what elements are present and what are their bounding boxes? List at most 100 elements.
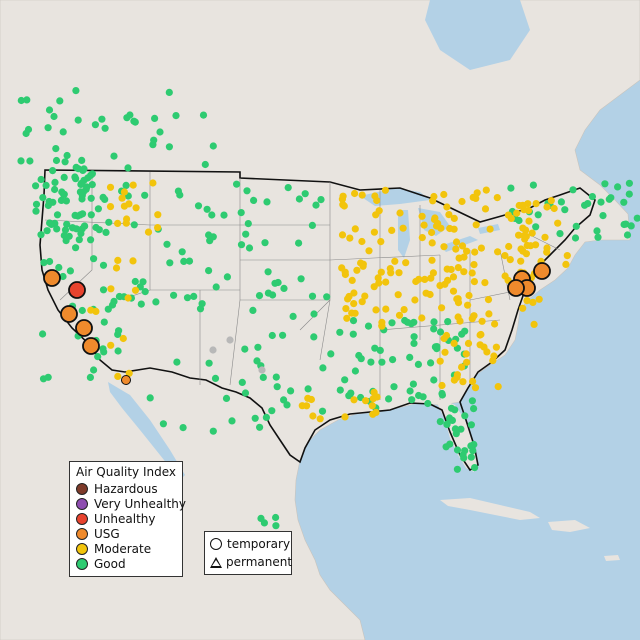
monitor-marker	[534, 211, 542, 219]
monitor-marker	[391, 257, 399, 265]
monitor-marker	[53, 225, 61, 233]
monitor-marker	[251, 414, 259, 422]
monitor-marker	[120, 202, 128, 210]
monitor-marker	[530, 320, 538, 328]
monitor-marker	[457, 425, 465, 433]
monitor-marker	[201, 160, 209, 169]
monitor-marker	[522, 232, 530, 241]
monitor-marker	[430, 318, 438, 326]
monitor-marker	[39, 194, 47, 202]
monitor-marker	[238, 378, 246, 386]
monitor-marker	[50, 112, 58, 121]
monitor-marker	[410, 333, 418, 341]
monitor-marker	[62, 237, 70, 245]
monitor-marker	[137, 300, 145, 308]
monitor-marker	[308, 292, 317, 300]
monitor-marker	[98, 115, 106, 123]
monitor-marker	[272, 513, 280, 522]
monitor-marker	[129, 257, 137, 265]
monitor-marker	[141, 191, 149, 199]
monitor-marker	[557, 198, 566, 206]
monitor-marker	[470, 405, 478, 413]
monitor-marker	[481, 205, 490, 213]
monitor-marker	[124, 164, 132, 172]
monitor-marker	[481, 279, 489, 287]
monitor-marker	[507, 184, 515, 192]
monitor-marker	[241, 345, 249, 353]
monitor-marker	[125, 369, 133, 377]
monitor-marker	[263, 198, 271, 206]
legend-label: USG	[94, 527, 120, 541]
monitor-marker	[627, 222, 635, 230]
monitor-marker	[74, 165, 82, 173]
monitor-marker	[86, 373, 94, 381]
monitor-marker	[442, 443, 450, 451]
monitor-marker	[261, 239, 269, 247]
monitor-marker	[355, 351, 363, 360]
monitor-marker	[395, 311, 404, 319]
monitor-marker	[222, 394, 231, 402]
monitor-marker	[241, 389, 250, 397]
monitor-marker	[309, 412, 317, 420]
monitor-marker	[95, 226, 103, 234]
monitor-marker	[91, 121, 99, 129]
monitor-marker	[381, 186, 389, 194]
monitor-marker	[350, 300, 358, 308]
hotspot-marker	[507, 279, 525, 297]
monitor-marker	[525, 217, 533, 225]
legend-label: Moderate	[94, 542, 152, 556]
monitor-marker	[428, 228, 436, 237]
legend-item-very-unhealthy: Very Unhealthy	[76, 497, 186, 511]
monitor-marker	[593, 227, 601, 235]
monitor-marker	[146, 394, 154, 402]
monitor-marker	[194, 202, 203, 210]
monitor-marker	[170, 291, 178, 299]
monitor-marker	[31, 182, 40, 190]
monitor-marker	[268, 407, 276, 415]
monitor-marker	[46, 257, 54, 266]
monitor-marker	[349, 317, 358, 325]
monitor-marker	[295, 239, 303, 247]
monitor-marker	[250, 196, 258, 204]
monitor-marker	[343, 314, 351, 322]
monitor-marker	[351, 309, 359, 317]
monitor-marker	[523, 241, 531, 250]
monitor-marker	[372, 306, 380, 314]
monitor-marker	[501, 252, 509, 260]
monitor-marker	[377, 268, 385, 276]
monitor-marker	[443, 203, 451, 211]
monitor-marker	[298, 402, 306, 410]
monitor-marker	[66, 267, 74, 275]
monitor-marker	[205, 359, 213, 367]
monitor-marker	[436, 328, 445, 336]
monitor-marker	[477, 330, 485, 339]
very-unhealthy-swatch	[76, 498, 88, 510]
monitor-marker	[307, 395, 315, 404]
monitor-marker	[543, 203, 551, 211]
monitor-marker	[494, 248, 502, 256]
monitor-marker	[365, 247, 373, 255]
monitor-marker	[233, 180, 241, 188]
monitor-marker	[118, 194, 126, 202]
monitor-marker	[122, 181, 130, 189]
monitor-marker	[256, 423, 264, 431]
monitor-marker	[428, 239, 436, 247]
monitor-marker	[279, 331, 287, 339]
monitor-marker	[179, 424, 187, 432]
monitor-marker	[183, 294, 192, 302]
monitor-marker	[71, 173, 79, 181]
monitor-marker	[72, 225, 80, 233]
monitor-marker	[529, 181, 538, 189]
monitor-marker	[209, 346, 217, 354]
monitor-marker	[289, 312, 297, 320]
aqi-legend: Air Quality Index Hazardous Very Unhealt…	[69, 461, 186, 577]
monitor-marker	[547, 197, 555, 205]
monitor-marker	[283, 401, 291, 409]
monitor-marker	[441, 280, 449, 288]
monitor-marker	[44, 124, 52, 132]
monitor-marker	[198, 300, 206, 308]
monitor-marker	[400, 306, 408, 314]
monitor-marker	[110, 152, 118, 160]
monitor-marker	[522, 226, 530, 234]
monitor-marker	[149, 179, 157, 187]
